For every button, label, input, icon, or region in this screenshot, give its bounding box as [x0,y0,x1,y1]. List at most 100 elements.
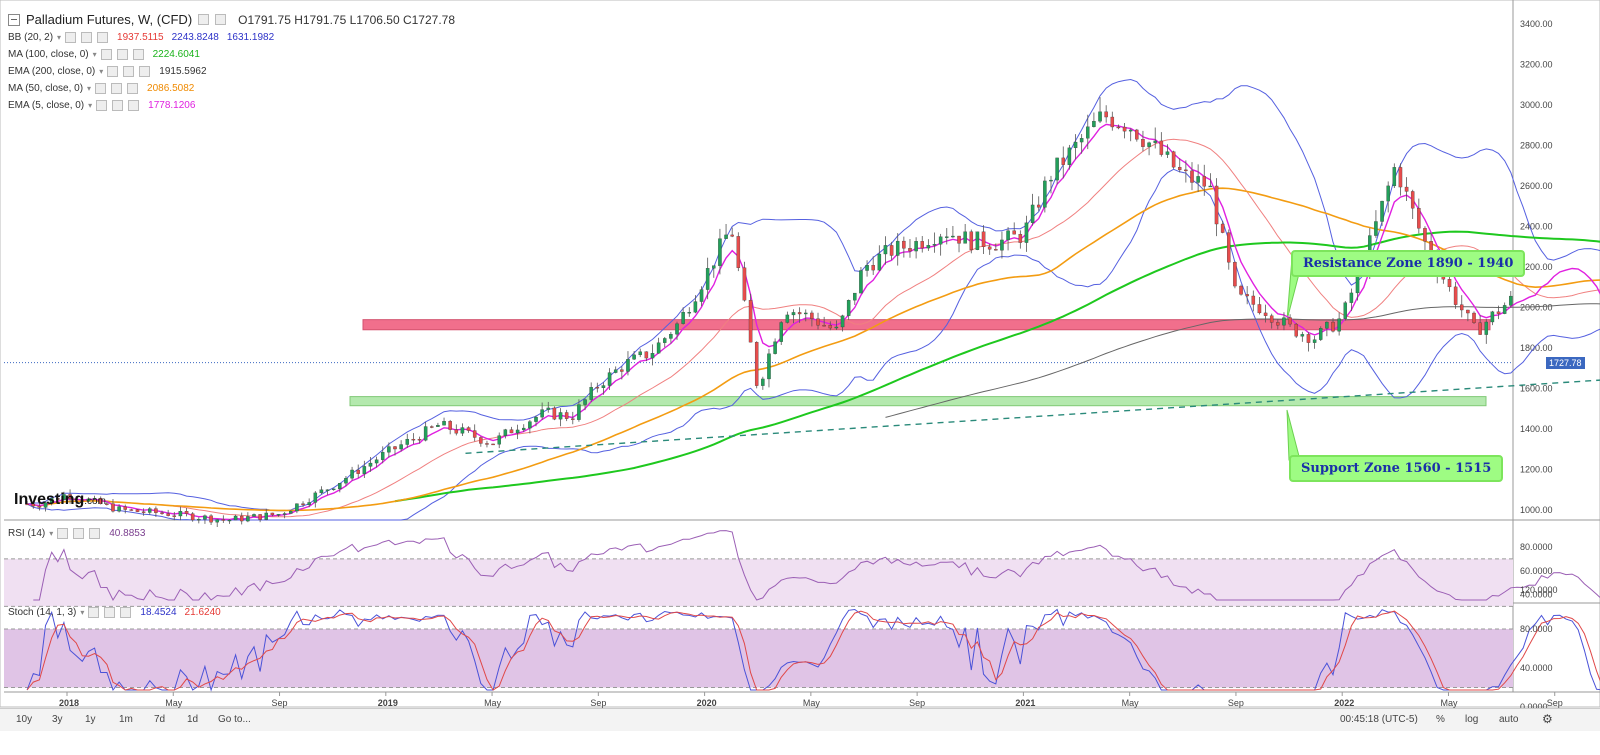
candle-body [786,315,789,323]
candle-body [884,245,887,254]
eye-icon[interactable] [112,100,123,111]
range-10y-button[interactable]: 10y [16,714,32,725]
settings-gear-icon[interactable]: ⚙ [1542,712,1553,726]
settings-icon[interactable] [107,66,118,77]
candle-body [865,265,868,270]
close-icon[interactable] [127,83,138,94]
close-icon[interactable] [120,607,131,618]
candle-body [154,509,157,513]
candle-body [651,353,654,358]
eye-icon[interactable] [81,32,92,43]
chevron-down-icon[interactable]: ▾ [88,101,92,110]
close-icon[interactable] [97,32,108,43]
candle-body [363,466,366,473]
indicator-legend-row-label: BB (20, 2) [8,32,53,43]
candle-body [455,430,458,434]
candle-body [1172,152,1175,167]
candle-body [890,245,893,255]
candle-body [301,504,304,505]
time-tick-label: Sep [1547,698,1563,708]
candle-body [755,342,758,385]
candle-body [921,241,924,248]
indicator-legend-row[interactable]: EMA (200, close, 0)▾1915.5962 [8,66,207,77]
candle-body [1264,313,1267,316]
indicator-legend-row[interactable]: MA (100, close, 0)▾2224.6041 [8,49,200,60]
eye-icon[interactable] [215,14,226,25]
settings-icon[interactable] [198,14,209,25]
chevron-down-icon[interactable]: ▾ [57,33,61,42]
candle-body [222,520,225,521]
candle-body [1258,304,1261,312]
range-1y-button[interactable]: 1y [85,714,96,725]
chevron-down-icon[interactable]: ▾ [80,608,84,617]
stoch-tick-label: 80.0000 [1520,624,1553,634]
auto-toggle[interactable]: auto [1499,714,1518,725]
time-tick-label: May [1440,698,1458,708]
stoch-tick-label: 40.0000 [1520,663,1553,673]
log-toggle[interactable]: log [1465,714,1478,725]
settings-icon[interactable] [88,607,99,618]
candle-body [1184,170,1187,171]
candle-body [491,444,494,445]
eye-icon[interactable] [104,607,115,618]
candle-body [1013,231,1016,234]
close-icon[interactable] [89,528,100,539]
candle-body [1509,296,1512,305]
chevron-down-icon[interactable]: ▾ [87,84,91,93]
candle-body [234,516,237,520]
rsi-legend[interactable]: RSI (14)▾40.8853 [8,528,145,539]
settings-icon[interactable] [96,100,107,111]
candle-body [761,379,764,386]
close-icon[interactable] [133,49,144,60]
candle-body [939,237,942,244]
time-tick-label: May [484,698,502,708]
chart-title: Palladium Futures, W, (CFD) [26,12,192,27]
candle-body [737,236,740,267]
indicator-legend-row-value: 1631.1982 [227,32,274,43]
price-tick-label: 3200.00 [1520,60,1553,70]
indicator-legend-row[interactable]: EMA (5, close, 0)▾1778.1206 [8,100,195,111]
settings-icon[interactable] [57,528,68,539]
candle-body [872,265,875,270]
price-tick-label: 1800.00 [1520,343,1553,353]
settings-icon[interactable] [95,83,106,94]
candle-body [1037,205,1040,207]
time-tick-label: Sep [272,698,288,708]
indicator-legend-row[interactable]: MA (50, close, 0)▾2086.5082 [8,83,194,94]
candle-body [1092,121,1095,127]
eye-icon[interactable] [117,49,128,60]
chevron-down-icon[interactable]: ▾ [49,529,53,538]
candle-body [957,236,960,243]
settings-icon[interactable] [101,49,112,60]
candle-body [1019,234,1022,242]
range-3y-button[interactable]: 3y [52,714,63,725]
candle-body [191,514,194,520]
eye-icon[interactable] [73,528,84,539]
candle-body [197,519,200,520]
eye-icon[interactable] [111,83,122,94]
candle-body [1135,130,1138,139]
chevron-down-icon[interactable]: ▾ [99,67,103,76]
indicator-legend-row-value: 1937.5115 [117,32,164,43]
goto-button[interactable]: Go to... [218,714,251,725]
candle-body [252,514,255,516]
candle-body [608,373,611,386]
close-icon[interactable] [128,100,139,111]
collapse-icon[interactable] [8,14,20,26]
close-icon[interactable] [139,66,150,77]
range-7d-button[interactable]: 7d [154,714,165,725]
candle-body [682,312,685,324]
chevron-down-icon[interactable]: ▾ [93,50,97,59]
candle-body [406,439,409,444]
percent-toggle[interactable]: % [1436,714,1445,725]
range-1m-button[interactable]: 1m [119,714,133,725]
range-1d-button[interactable]: 1d [187,714,198,725]
rsi-tick-label: 80.0000 [1520,542,1553,552]
candle-body [1080,138,1083,142]
eye-icon[interactable] [123,66,134,77]
settings-icon[interactable] [65,32,76,43]
candle-body [295,504,298,511]
